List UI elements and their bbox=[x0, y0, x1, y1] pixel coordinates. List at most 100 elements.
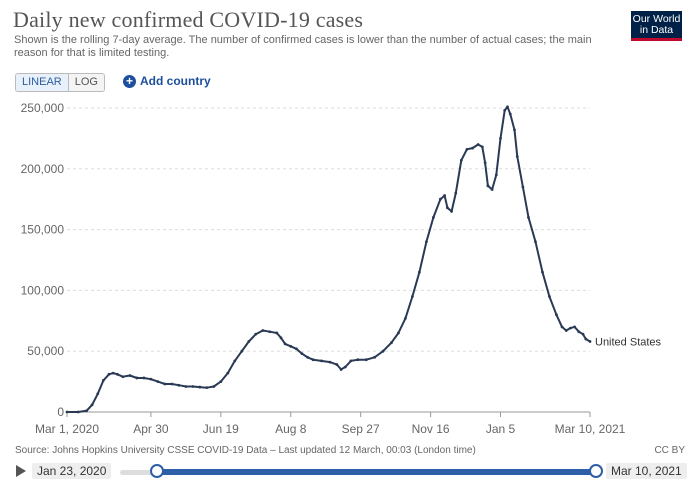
data-point bbox=[515, 155, 519, 159]
log-scale-button[interactable]: LOG bbox=[68, 74, 104, 91]
data-point bbox=[450, 209, 453, 213]
data-point bbox=[555, 313, 558, 317]
scale-toggle: LINEAR LOG bbox=[15, 73, 105, 92]
data-point bbox=[306, 355, 309, 359]
data-point bbox=[465, 147, 469, 151]
data-point bbox=[289, 344, 293, 348]
y-tick-label: 0 bbox=[57, 405, 64, 419]
x-tick-label: Nov 16 bbox=[412, 422, 450, 436]
data-point bbox=[184, 385, 188, 388]
add-country-button[interactable]: + Add country bbox=[123, 74, 211, 88]
chart-footer: Source: Johns Hopkins University CSSE CO… bbox=[15, 445, 685, 456]
data-point bbox=[219, 380, 223, 383]
data-point bbox=[275, 331, 279, 335]
timeline-start-date: Jan 23, 2020 bbox=[32, 463, 112, 479]
data-point bbox=[233, 359, 237, 363]
data-point bbox=[490, 188, 494, 191]
data-point bbox=[499, 137, 502, 140]
data-point bbox=[480, 145, 484, 149]
data-point bbox=[335, 363, 339, 366]
data-point bbox=[170, 382, 174, 386]
y-tick-label: 250,000 bbox=[21, 101, 65, 115]
data-point bbox=[300, 352, 304, 356]
data-point bbox=[373, 355, 377, 359]
data-point bbox=[226, 371, 230, 375]
data-point bbox=[471, 146, 474, 150]
data-point bbox=[364, 358, 368, 362]
timeline-end-handle[interactable] bbox=[589, 464, 603, 478]
data-point bbox=[101, 378, 105, 382]
data-point bbox=[588, 340, 592, 343]
data-point bbox=[445, 206, 449, 210]
data-point bbox=[424, 240, 428, 244]
owid-logo[interactable]: Our World in Data bbox=[631, 11, 682, 41]
data-point bbox=[349, 359, 353, 363]
data-point bbox=[343, 365, 347, 369]
data-point bbox=[96, 392, 100, 396]
x-tick-label: Aug 8 bbox=[275, 422, 307, 436]
data-point bbox=[115, 372, 119, 376]
data-point bbox=[65, 410, 69, 414]
data-point bbox=[107, 372, 111, 376]
data-point bbox=[90, 403, 94, 407]
data-point bbox=[283, 342, 287, 346]
data-point bbox=[454, 191, 458, 195]
data-point bbox=[111, 371, 115, 375]
play-icon[interactable] bbox=[16, 465, 26, 477]
timeline-selected-range bbox=[156, 469, 596, 475]
data-point bbox=[483, 161, 487, 165]
series-label: United States bbox=[595, 336, 662, 348]
data-point bbox=[397, 331, 400, 335]
x-tick-label: Jan 5 bbox=[486, 422, 516, 436]
data-point bbox=[149, 377, 153, 381]
data-point bbox=[494, 173, 498, 177]
data-point bbox=[294, 347, 298, 351]
data-point bbox=[443, 194, 446, 197]
data-point bbox=[76, 410, 80, 414]
x-tick-label: Mar 10, 2021 bbox=[555, 422, 626, 436]
data-point bbox=[431, 216, 435, 219]
data-point bbox=[541, 270, 544, 274]
data-point bbox=[177, 383, 181, 387]
data-point bbox=[417, 270, 421, 274]
timeline-start-handle[interactable] bbox=[150, 464, 164, 478]
y-tick-label: 150,000 bbox=[21, 223, 65, 237]
data-point bbox=[328, 360, 332, 364]
data-point bbox=[198, 385, 202, 389]
data-point bbox=[268, 330, 272, 334]
plus-circle-icon: + bbox=[123, 74, 136, 88]
data-point bbox=[356, 358, 360, 362]
data-point bbox=[411, 295, 414, 298]
data-point bbox=[156, 380, 160, 383]
data-point bbox=[135, 376, 139, 380]
data-point bbox=[569, 326, 572, 330]
data-point bbox=[320, 359, 323, 363]
data-point bbox=[527, 216, 530, 219]
y-tick-label: 200,000 bbox=[21, 162, 65, 176]
data-point bbox=[560, 325, 564, 329]
license-link[interactable]: CC BY bbox=[654, 445, 685, 456]
data-point bbox=[247, 340, 251, 343]
data-point bbox=[486, 184, 490, 188]
data-point bbox=[404, 316, 407, 320]
linear-scale-button[interactable]: LINEAR bbox=[16, 74, 69, 91]
data-point bbox=[584, 337, 588, 341]
data-point bbox=[191, 385, 195, 388]
data-point bbox=[534, 240, 537, 244]
logo-bar bbox=[631, 38, 682, 41]
data-point bbox=[254, 332, 258, 336]
x-tick-label: Sep 27 bbox=[342, 422, 380, 436]
source-text: Source: Johns Hopkins University CSSE CO… bbox=[15, 445, 476, 456]
x-tick-label: Jun 19 bbox=[203, 422, 239, 436]
data-point bbox=[240, 349, 244, 353]
y-tick-label: 100,000 bbox=[21, 283, 65, 297]
data-point bbox=[573, 325, 577, 329]
data-point bbox=[548, 295, 551, 298]
data-point bbox=[205, 386, 209, 390]
line-chart[interactable]: 0 50,000 100,000 150,000 200,000 250,000 Mar 1… bbox=[0, 95, 700, 440]
add-country-label: Add country bbox=[140, 74, 211, 88]
data-point bbox=[577, 330, 581, 334]
data-point bbox=[121, 375, 125, 379]
data-point bbox=[390, 341, 393, 345]
data-point bbox=[459, 158, 463, 162]
